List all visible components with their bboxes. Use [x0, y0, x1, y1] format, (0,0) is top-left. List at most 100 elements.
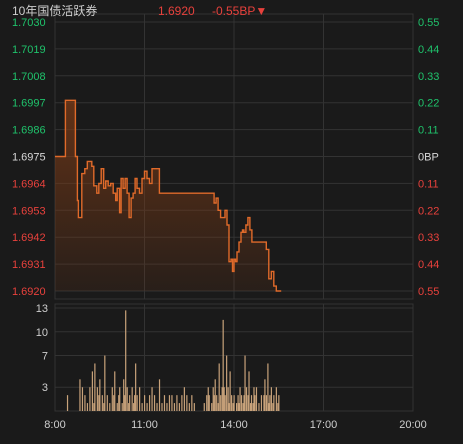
volume-bar: [93, 403, 95, 411]
volume-bar: [207, 387, 209, 411]
volume-bar: [254, 395, 256, 411]
volume-bar: [125, 310, 127, 411]
price-area: [55, 100, 282, 291]
volume-bar: [217, 403, 219, 411]
volume-bar: [203, 403, 205, 411]
volume-bar: [273, 395, 275, 411]
price-tick-left: 1.7030: [12, 17, 46, 29]
volume-bar: [237, 395, 239, 411]
volume-bar: [123, 379, 125, 411]
price-tick-right: 0.11: [418, 178, 439, 190]
volume-tick: 10: [36, 327, 48, 339]
volume-bar: [124, 395, 126, 411]
volume-bar: [121, 403, 123, 411]
time-tick: 11:00: [131, 419, 158, 431]
price-tick-left: 1.6931: [12, 259, 46, 271]
price-tick-left: 1.7019: [12, 44, 46, 56]
price-tick-left: 1.7008: [12, 71, 46, 83]
volume-bar: [218, 363, 220, 411]
volume-bar: [89, 387, 91, 411]
last-price: 1.6920: [158, 4, 195, 18]
volume-bar: [216, 395, 218, 411]
volume-bar: [265, 395, 268, 411]
volume-bar: [146, 403, 148, 411]
volume-bar: [232, 403, 234, 411]
volume-bar: [248, 371, 250, 411]
volume-bar: [226, 355, 228, 411]
price-tick-right: 0.22: [418, 205, 439, 217]
volume-bar: [263, 395, 265, 411]
volume-bar: [81, 387, 84, 411]
volume-bar: [114, 371, 116, 411]
volume-bar: [168, 395, 171, 411]
volume-bar: [239, 387, 241, 411]
volume-bar: [193, 403, 195, 411]
volume-bar: [208, 395, 210, 411]
volume-bar: [79, 379, 81, 411]
price-tick-left: 1.6920: [12, 286, 46, 298]
volume-bar: [101, 395, 103, 411]
volume-bar: [173, 403, 176, 411]
price-tick-left: 1.6953: [12, 205, 46, 217]
volume-bar: [244, 355, 246, 411]
volume-tick: 13: [36, 303, 48, 315]
volume-bar: [134, 395, 136, 411]
volume-bar: [166, 403, 168, 411]
volume-bar: [113, 395, 115, 411]
volume-bar: [206, 395, 208, 411]
volume-bar: [249, 403, 252, 411]
time-tick: 17:00: [310, 419, 338, 431]
volume-bar: [118, 395, 120, 411]
volume-bar: [141, 403, 143, 411]
volume-bar: [245, 387, 248, 411]
volume-bar: [151, 387, 153, 411]
price-tick-right: 0.33: [418, 232, 439, 244]
time-tick: 8:00: [44, 419, 65, 431]
price-tick-right: 0BP: [418, 152, 439, 164]
volume-bar: [144, 395, 146, 411]
volume-bar: [247, 395, 249, 411]
volume-bar: [128, 403, 130, 411]
volume-bar: [214, 379, 216, 411]
volume-bar: [235, 403, 238, 411]
volume-bar: [153, 395, 156, 411]
volume-bar: [106, 395, 108, 411]
price-tick-left: 1.6942: [12, 232, 46, 244]
volume-bar: [269, 395, 271, 411]
volume-bar: [242, 403, 244, 411]
volume-bar: [224, 395, 226, 411]
price-tick-right: 0.11: [418, 125, 439, 137]
price-tick-right: 0.44: [418, 259, 439, 271]
volume-bar: [250, 395, 253, 411]
volume-bar: [229, 371, 231, 411]
volume-bar: [86, 403, 89, 411]
time-tick: 14:00: [220, 419, 248, 431]
time-tick: 20:00: [399, 419, 427, 431]
volume-bar: [91, 371, 93, 411]
price-tick-right: 0.55: [418, 286, 439, 298]
volume-bar: [133, 403, 135, 411]
volume-bar: [135, 363, 137, 411]
volume-bar: [171, 395, 173, 411]
volume-bar: [277, 403, 279, 411]
price-tick-left: 1.6975: [12, 152, 46, 164]
volume-bar: [186, 395, 188, 411]
volume-bar: [258, 403, 260, 411]
volume-bar: [275, 387, 277, 411]
volume-bar: [66, 395, 69, 411]
volume-bar: [161, 403, 163, 411]
volume-bar: [212, 387, 214, 411]
price-tick-left: 1.6964: [12, 178, 46, 190]
volume-bar: [148, 395, 151, 411]
volume-bar: [253, 387, 255, 411]
volume-bar: [136, 395, 138, 411]
volume-bar: [220, 395, 222, 411]
price-tick-right: 0.44: [418, 44, 439, 56]
volume-tick: 3: [42, 382, 48, 394]
volume-bar: [272, 403, 274, 411]
volume-bar: [213, 395, 215, 411]
price-line: [55, 99, 282, 292]
volume-bar: [119, 387, 121, 411]
price-tick-right: 0.22: [418, 98, 439, 110]
